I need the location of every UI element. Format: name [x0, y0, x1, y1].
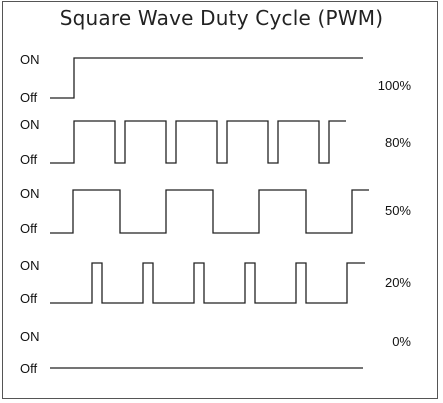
- on-label: ON: [20, 258, 40, 273]
- waveform-row-0pct: ON Off 0%: [20, 329, 411, 376]
- duty-cycle-label: 0%: [392, 334, 411, 349]
- duty-cycle-label: 20%: [385, 275, 411, 290]
- duty-cycle-label: 50%: [385, 203, 411, 218]
- duty-cycle-label: 100%: [378, 78, 412, 93]
- duty-cycle-label: 80%: [385, 135, 411, 150]
- off-label: Off: [20, 90, 37, 105]
- square-wave-line: [50, 189, 369, 234]
- off-label: Off: [20, 361, 37, 376]
- on-label: ON: [20, 329, 40, 344]
- waveform-row-50pct: ON Off 50%: [20, 186, 411, 236]
- on-label: ON: [20, 117, 40, 132]
- diagram-title: Square Wave Duty Cycle (PWM): [59, 6, 384, 30]
- on-label: ON: [20, 52, 40, 67]
- waveform-row-20pct: ON Off 20%: [20, 258, 411, 306]
- diagram-frame: [2, 1, 438, 399]
- square-wave-line: [50, 57, 363, 99]
- waveform-row-100pct: ON Off 100%: [20, 52, 411, 105]
- off-label: Off: [20, 221, 37, 236]
- waveform-row-80pct: ON Off 80%: [20, 117, 411, 167]
- on-label: ON: [20, 186, 40, 201]
- square-wave-line: [50, 262, 365, 304]
- off-label: Off: [20, 152, 37, 167]
- square-wave-line: [50, 120, 346, 164]
- off-label: Off: [20, 291, 37, 306]
